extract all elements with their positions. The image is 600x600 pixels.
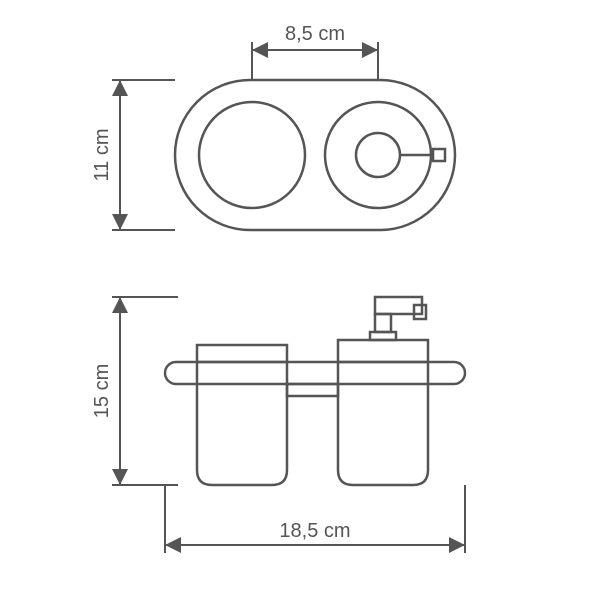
left-ring (199, 102, 305, 208)
top-height-label: 11 cm (91, 129, 113, 182)
connector-bar (287, 384, 338, 396)
front-view (165, 297, 465, 485)
pump-assembly (370, 297, 426, 340)
right-ring-inner (356, 133, 400, 177)
gap-width-label: 8,5 cm (285, 23, 345, 45)
cup-right (338, 340, 428, 485)
front-height-label: 15 cm (91, 364, 113, 418)
top-view (175, 80, 455, 230)
overall-width-label: 18,5 cm (279, 520, 350, 542)
top-nozzle-end (433, 149, 445, 161)
dim-overall-width: 18,5 cm (165, 485, 465, 553)
dim-top-height: 11 cm (91, 80, 175, 230)
cup-left (197, 345, 287, 485)
dim-gap-width: 8,5 cm (252, 23, 378, 80)
technical-drawing: 8,5 cm 11 cm (0, 0, 600, 600)
dim-front-height: 15 cm (91, 297, 178, 485)
shelf-plate (165, 362, 465, 384)
